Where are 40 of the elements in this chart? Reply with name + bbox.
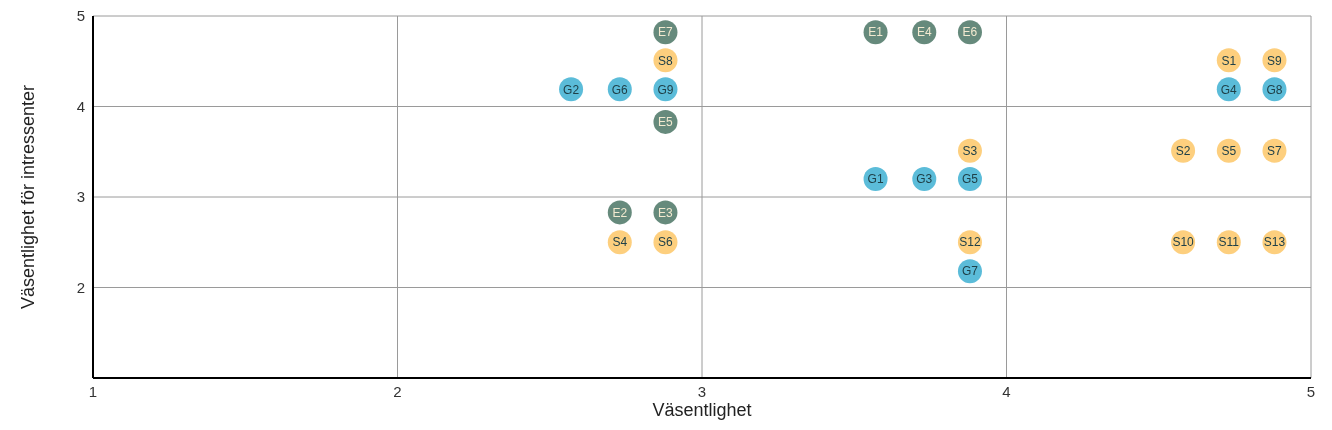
annotation: S5 (1221, 144, 1237, 159)
annotation: S13 (1263, 235, 1286, 250)
annotation: G5 (961, 172, 979, 187)
x-tick-label: 2 (393, 382, 402, 400)
annotation: E6 (962, 25, 978, 40)
annotation: E4 (916, 25, 932, 40)
annotation: S11 (1218, 235, 1240, 250)
annotation: G9 (657, 82, 674, 97)
annotation: S9 (1267, 53, 1283, 68)
annotation: S1 (1221, 53, 1237, 68)
y-tick-label: 5 (76, 7, 85, 25)
annotation: E2 (612, 205, 628, 220)
y-tick-label: 4 (76, 97, 85, 115)
x-tick-label: 5 (1306, 382, 1316, 400)
annotation: S12 (959, 235, 981, 250)
x-tick-label: 3 (697, 382, 707, 400)
annotation: G6 (611, 82, 629, 97)
x-tick-label: 1 (88, 382, 98, 400)
annotation: S8 (658, 53, 674, 68)
annotation: G2 (563, 82, 580, 97)
annotation: S4 (612, 235, 628, 250)
y-tick-label: 3 (76, 188, 85, 206)
annotation: S6 (658, 235, 674, 250)
annotation: S2 (1175, 144, 1191, 159)
annotation: S7 (1267, 144, 1283, 159)
annotation: E5 (658, 115, 674, 130)
annotation: E7 (658, 25, 674, 40)
annotation: S3 (962, 144, 978, 159)
annotation: G7 (961, 264, 979, 279)
y-axis-title: Väsentlighet för intressenter (18, 84, 39, 310)
annotation: S10 (1172, 235, 1195, 250)
annotation: G8 (1266, 82, 1283, 97)
y-tick-label: 2 (76, 278, 85, 296)
annotation: G3 (916, 172, 933, 187)
annotation: E1 (868, 25, 884, 40)
annotation: E3 (658, 205, 674, 220)
x-tick-label: 4 (1002, 382, 1011, 400)
x-axis-title: Väsentlighet (652, 400, 752, 420)
annotation: G4 (1220, 82, 1238, 97)
annotation: G1 (867, 172, 884, 187)
